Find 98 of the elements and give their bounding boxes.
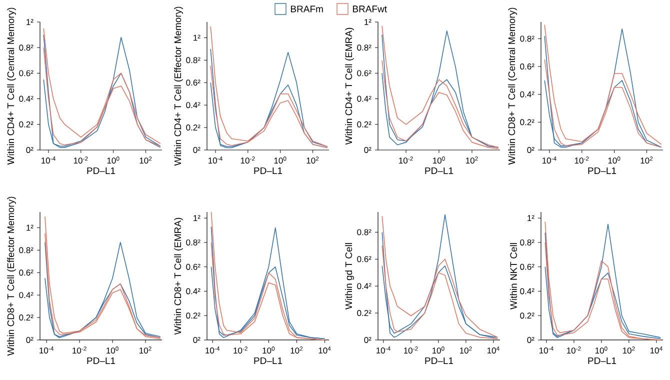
- x-tick-label: 10$^{-4}$: [42, 156, 56, 164]
- x-tick-label: 10$^{0}$: [106, 346, 118, 354]
- y-tick-label: 0²: [527, 336, 534, 343]
- x-tick-label: 10$^{0}$: [262, 346, 275, 354]
- x-tick-label: 10$^{-4}$: [206, 346, 220, 354]
- x-tick-label: 10$^{-2}$: [72, 346, 86, 354]
- y-axis-title: Within CD4+ T Cell (Central Memory): [7, 8, 16, 165]
- y-tick-label: 0.2²: [357, 121, 372, 128]
- y-tick-label: 0.4²: [186, 102, 200, 108]
- x-tick-label: 10$^{2}$: [460, 346, 472, 354]
- x-tick-label: 10$^{0}$: [595, 346, 608, 354]
- y-tick-label: 0.8²: [186, 239, 200, 246]
- y-tick-label: 1²: [26, 19, 34, 25]
- legend-label: BRAFwt: [352, 6, 387, 12]
- y-tick-label: 0²: [527, 146, 534, 153]
- y-tick-label: 0.6²: [520, 64, 534, 70]
- x-tick-label: 10$^{0}$: [274, 156, 286, 164]
- x-tick-label: 10$^{2}$: [466, 156, 478, 164]
- x-tick-label: 10$^{2}$: [622, 346, 635, 354]
- x-tick-label: 10$^{2}$: [290, 346, 303, 354]
- x-tick-label: 10$^{4}$: [487, 346, 500, 354]
- y-tick-label: 0.6²: [357, 70, 372, 76]
- y-tick-label: 0.2²: [357, 310, 372, 316]
- y-tick-label: 0.4²: [19, 292, 34, 298]
- x-tick-label: 10$^{-4}$: [208, 156, 222, 164]
- y-axis-title: Within CD4+ T Cell (EMRA): [345, 28, 354, 145]
- y-tick-label: 0²: [364, 336, 372, 343]
- x-axis-title: PD–L1: [588, 167, 616, 174]
- y-tick-label: 0.8²: [357, 229, 372, 236]
- y-tick-label: 0.8²: [186, 57, 200, 64]
- x-tick-label: 10$^{2}$: [306, 156, 319, 164]
- x-tick-label: 10$^{4}$: [318, 346, 331, 354]
- x-axis-title: PD–L1: [254, 357, 282, 364]
- x-tick-label: 10$^{0}$: [608, 156, 620, 164]
- x-tick-label: 10$^{2}$: [640, 156, 653, 164]
- y-tick-label: 0.2²: [520, 119, 534, 126]
- x-axis-title: PD–L1: [87, 357, 116, 364]
- y-tick-label: 0.6²: [186, 264, 200, 270]
- y-tick-label: 0.2²: [186, 312, 200, 319]
- y-axis-title: Within gd T Cell: [345, 243, 354, 310]
- x-tick-label: 10$^{-2}$: [404, 346, 418, 354]
- y-axis-title: Within CD8+ T Cell (Effector Memory): [7, 196, 16, 356]
- x-tick-label: 10$^{-4}$: [40, 346, 54, 354]
- y-tick-label: 0.8²: [19, 44, 34, 51]
- y-tick-label: 0²: [193, 146, 200, 153]
- x-tick-label: 10$^{0}$: [107, 156, 120, 164]
- y-tick-label: 0.4²: [357, 96, 372, 102]
- x-tick-label: 10$^{-4}$: [542, 156, 556, 164]
- x-tick-label: 10$^{-2}$: [240, 156, 255, 164]
- x-tick-label: 10$^{0}$: [432, 346, 444, 354]
- y-tick-label: 0.8²: [19, 247, 34, 254]
- x-tick-label: 10$^{-4}$: [539, 346, 554, 354]
- y-axis-title: Within CD4+ T Cell (Effector Memory): [174, 6, 183, 166]
- y-tick-label: 1²: [194, 215, 200, 222]
- y-tick-label: 0.6²: [19, 70, 34, 76]
- y-axis-title: Within CD8+ T Cell (EMRA): [174, 218, 183, 335]
- y-tick-label: 0²: [26, 336, 34, 343]
- x-axis-title: PD–L1: [588, 357, 616, 364]
- y-tick-label: 0²: [364, 146, 372, 153]
- y-tick-label: 1²: [194, 34, 200, 41]
- y-tick-label: 0.4²: [520, 91, 534, 98]
- y-tick-label: 0.8²: [520, 36, 534, 42]
- x-axis-title: PD–L1: [87, 167, 116, 174]
- y-tick-label: 0.8²: [520, 239, 534, 246]
- y-tick-label: 0.6²: [520, 264, 534, 270]
- x-tick-label: 10$^{-2}$: [234, 346, 248, 354]
- x-axis-title: PD–L1: [254, 167, 282, 174]
- y-tick-label: 0²: [193, 336, 200, 343]
- y-tick-label: 1²: [528, 215, 534, 222]
- y-tick-label: 0.6²: [19, 270, 34, 276]
- x-tick-label: 10$^{-2}$: [574, 156, 589, 164]
- legend-label: BRAFm: [290, 6, 323, 12]
- x-tick-label: 10$^{2}$: [140, 156, 152, 164]
- y-tick-label: 1²: [26, 224, 34, 231]
- y-tick-label: 0.2²: [186, 124, 200, 131]
- y-axis-title: Within NKT Cell: [510, 243, 517, 310]
- y-tick-label: 0.6²: [186, 80, 200, 86]
- y-tick-label: 1²: [364, 19, 372, 25]
- y-tick-label: 0.2²: [520, 312, 534, 319]
- y-tick-label: 0.4²: [186, 288, 200, 294]
- y-tick-label: 0.4²: [520, 288, 534, 294]
- y-tick-label: 0.2²: [19, 121, 34, 128]
- y-tick-label: 0.6²: [357, 256, 372, 262]
- y-axis-title: Within CD8+ T Cell (Central Memory): [508, 8, 517, 165]
- y-tick-label: 0.4²: [19, 96, 34, 102]
- x-tick-label: 10$^{-2}$: [566, 346, 581, 354]
- x-tick-label: 10$^{-4}$: [376, 346, 390, 354]
- y-tick-label: 0²: [26, 146, 34, 153]
- y-tick-label: 0.8²: [357, 44, 372, 51]
- x-tick-label: 10$^{-2}$: [74, 156, 88, 164]
- y-tick-label: 0.2²: [19, 314, 34, 321]
- x-axis-title: PD–L1: [425, 167, 454, 174]
- x-tick-label: 10$^{2}$: [140, 346, 152, 354]
- x-axis-title: PD–L1: [425, 357, 454, 364]
- x-tick-label: 10$^{0}$: [433, 156, 445, 164]
- x-tick-label: 10$^{-2}$: [399, 156, 413, 164]
- y-tick-label: 0.4²: [357, 283, 372, 290]
- x-tick-label: 10$^{4}$: [650, 346, 662, 354]
